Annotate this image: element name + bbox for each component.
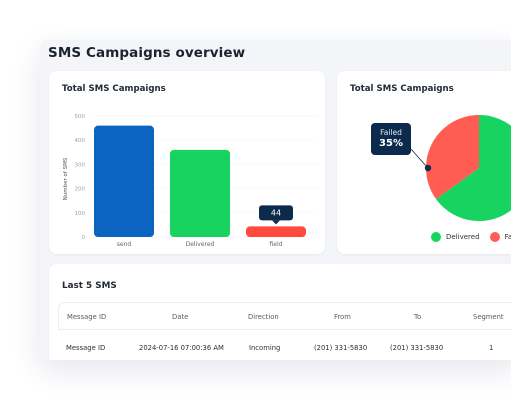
y-tick-label: 100: [75, 211, 86, 217]
tooltip-anchor-dot: [424, 164, 432, 172]
bar-chart: 0 100 200 300 400 500 Number of SMS send Deliver…: [63, 114, 317, 248]
legend-label: Delivered: [446, 233, 480, 241]
table-header: Message ID Date Direction From To Segmen…: [58, 302, 511, 330]
bar-chart-card: Total SMS Campaigns 0 100 200 300 400 500 Numb…: [49, 71, 325, 254]
pie-chart: [410, 115, 511, 221]
pie-slice-failed: [426, 115, 479, 200]
x-tick-label: field: [270, 241, 283, 248]
table-title: Last 5 SMS: [62, 281, 117, 291]
legend-label: Fa: [504, 233, 511, 241]
pie-chart-title: Total SMS Campaigns: [350, 84, 454, 94]
cell-segment: 1: [489, 344, 494, 352]
tooltip-label: Failed: [380, 128, 402, 137]
x-tick-label: send: [117, 241, 132, 248]
legend-item-delivered[interactable]: Delivered: [431, 232, 480, 242]
col-to[interactable]: To: [414, 313, 422, 321]
cell-date: 2024-07-16 07:00:36 AM: [139, 344, 224, 352]
col-from[interactable]: From: [334, 313, 351, 321]
y-tick-label: 200: [75, 187, 86, 193]
sms-overview-panel: SMS Campaigns overview Total SMS Campaig…: [40, 40, 511, 360]
cell-to: (201) 331-5830: [390, 344, 444, 352]
tooltip-leader-line: [410, 148, 428, 168]
pie-slice-delivered: [436, 115, 511, 221]
legend-dot-icon: [431, 232, 441, 242]
tooltip-value: 35%: [379, 138, 403, 149]
pie-chart-card: Total SMS Campaigns Failed 35% Delivered…: [337, 71, 511, 254]
bar-chart-title: Total SMS Campaigns: [62, 84, 166, 94]
y-tick-label: 400: [75, 138, 86, 144]
col-direction[interactable]: Direction: [248, 313, 279, 321]
y-tick-label: 500: [75, 114, 86, 120]
col-message-id[interactable]: Message ID: [67, 313, 107, 321]
y-tick-label: 0: [82, 235, 86, 241]
y-tick-label: 300: [75, 162, 86, 168]
last-sms-card: Last 5 SMS Message ID Date Direction Fro…: [49, 264, 511, 360]
x-tick-label: Delivered: [186, 241, 215, 248]
legend-dot-icon: [489, 232, 500, 242]
page-title: SMS Campaigns overview: [48, 45, 246, 61]
col-date[interactable]: Date: [172, 313, 189, 321]
cell-message-id: Message ID: [66, 344, 106, 352]
bar-annotation-box: [259, 205, 293, 221]
bar-send: [94, 125, 154, 237]
bar-annotation-label: 44: [271, 208, 281, 217]
pie-tooltip: Failed 35%: [371, 123, 411, 155]
y-axis-label: Number of SMS: [63, 157, 69, 200]
table-row[interactable]: Message ID 2024-07-16 07:00:36 AM Incomi…: [58, 334, 511, 360]
bar-annotation-pointer: [272, 220, 280, 225]
bar-delivered: [170, 149, 230, 237]
legend-item-failed[interactable]: Fa: [489, 232, 511, 242]
cell-direction: Incoming: [249, 344, 281, 352]
bar-field: [246, 226, 306, 237]
col-segment[interactable]: Segment: [473, 313, 504, 321]
cell-from: (201) 331-5830: [314, 344, 368, 352]
pie-legend: Delivered Fa: [431, 232, 511, 242]
